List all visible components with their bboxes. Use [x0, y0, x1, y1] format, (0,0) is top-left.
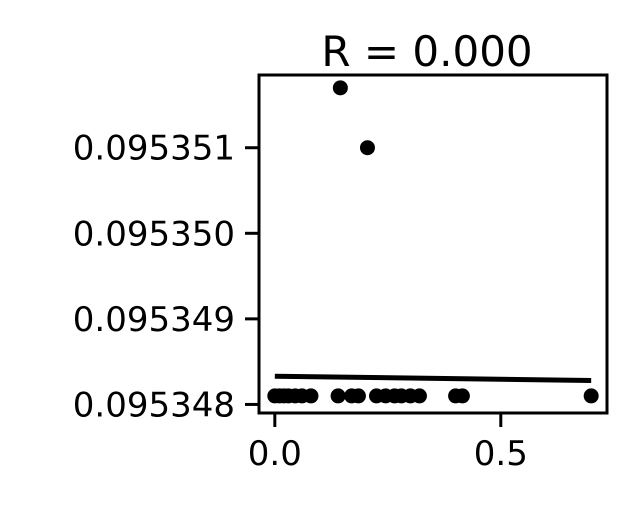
regression-line [274, 373, 592, 383]
y-tick-label: 0.095349 [73, 300, 235, 340]
data-point [303, 388, 319, 404]
data-point [583, 388, 599, 404]
y-axis: 0.095351 0.095350 0.095349 0.095348 [73, 129, 259, 425]
x-tick-label: 0.0 [248, 434, 302, 474]
y-tick-label: 0.095351 [73, 129, 235, 169]
y-tick-label: 0.095348 [73, 385, 235, 425]
chart-title: R = 0.000 [321, 27, 532, 76]
data-point [454, 388, 470, 404]
data-point [350, 388, 366, 404]
data-point [330, 388, 346, 404]
y-tick-label: 0.095350 [73, 214, 235, 254]
plot-frame [257, 73, 609, 415]
x-axis: 0.0 0.5 [248, 413, 528, 474]
data-point [411, 388, 427, 404]
x-tick-label: 0.5 [474, 434, 528, 474]
data-points [267, 80, 599, 404]
data-point [332, 80, 348, 96]
fit-line-group [274, 373, 592, 383]
data-point [359, 140, 375, 156]
